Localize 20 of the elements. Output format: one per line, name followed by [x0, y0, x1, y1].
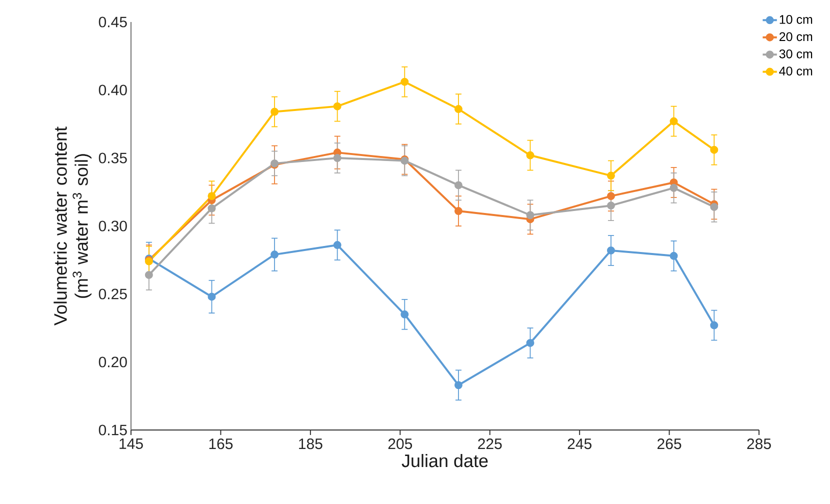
y-tick-label: 0.45 [98, 16, 127, 28]
legend-label: 30 cm [779, 49, 812, 58]
x-tick-label: 205 [388, 438, 412, 450]
x-axis-title: Julian date [402, 454, 488, 468]
x-tick-label: 145 [120, 438, 143, 449]
y-tick-label: 0.30 [98, 220, 127, 232]
legend-label: 10 cm [780, 15, 812, 24]
x-tick-label: 185 [299, 438, 322, 450]
y-tick-label: 0.25 [98, 288, 127, 300]
x-tick-label: 245 [568, 438, 592, 450]
x-tick-label: 165 [209, 438, 233, 450]
x-tick-label: 285 [747, 438, 771, 450]
legend-label: 40 cm [779, 66, 812, 76]
legend-label: 20 cm [780, 32, 812, 42]
x-tick-label: 265 [658, 438, 682, 450]
y-tick-label: 0.15 [98, 424, 127, 436]
y-tick-label: 0.40 [98, 84, 127, 96]
y-tick-label: 0.35 [98, 152, 127, 164]
x-tick-label: 225 [478, 438, 502, 450]
y-tick-label: 0.20 [98, 356, 127, 368]
